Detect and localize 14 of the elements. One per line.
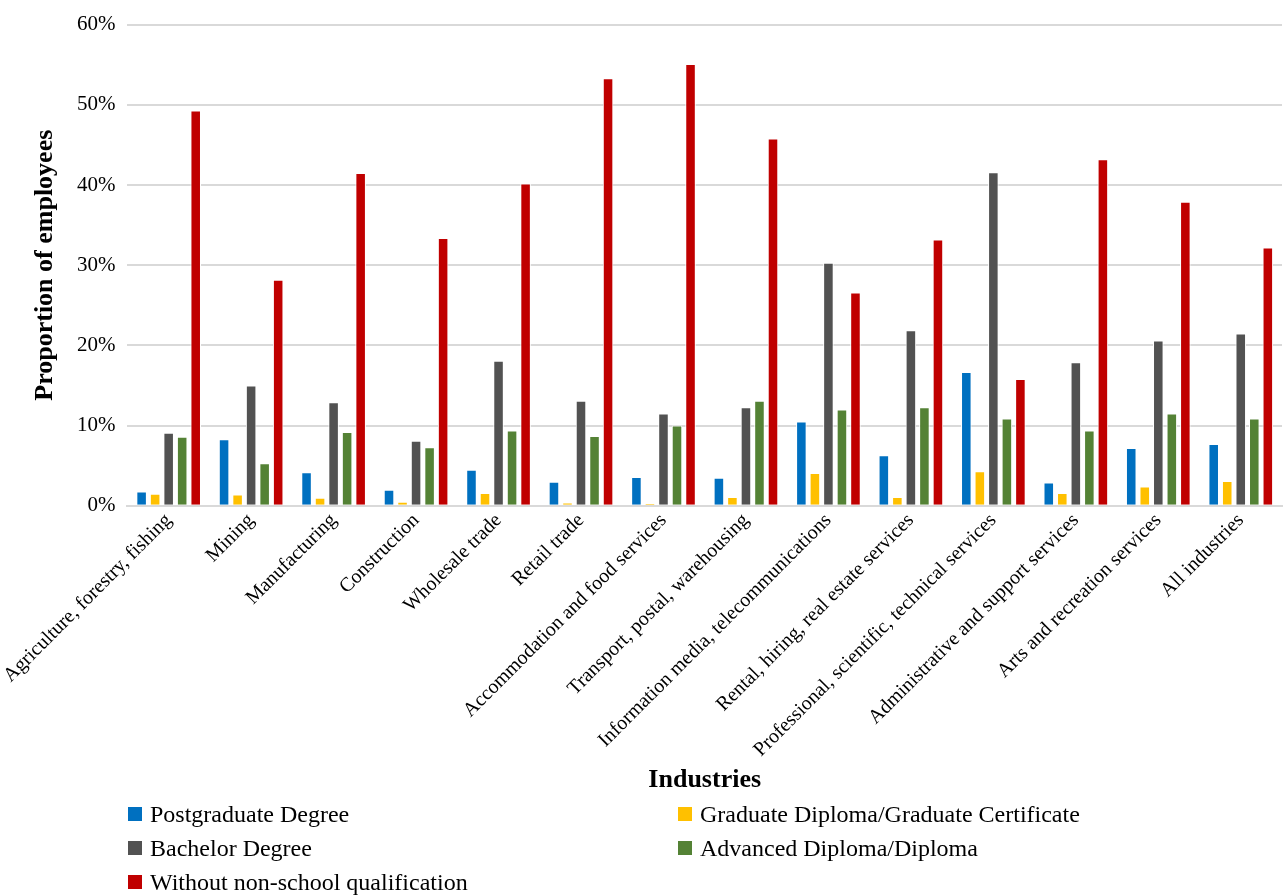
y-tick-label: 0% (87, 492, 116, 517)
legend-label: Advanced Diploma/Diploma (700, 834, 978, 862)
y-tick-label: 10% (76, 412, 116, 437)
y-tick-label: 50% (76, 91, 116, 116)
legend-label: Without non-school qualification (150, 868, 468, 895)
y-tick-label: 20% (76, 331, 116, 356)
y-tick-label: 60% (76, 11, 116, 36)
legend-label: Postgraduate Degree (150, 800, 350, 828)
y-tick-label: 30% (76, 251, 116, 276)
legend-label: Bachelor Degree (150, 834, 312, 862)
y-tick-label: 40% (76, 171, 116, 196)
legend-label: Graduate Diploma/Graduate Certificate (700, 800, 1080, 828)
x-axis-title: Industries (648, 764, 762, 794)
y-axis-title: Proportion of employees (29, 129, 59, 401)
